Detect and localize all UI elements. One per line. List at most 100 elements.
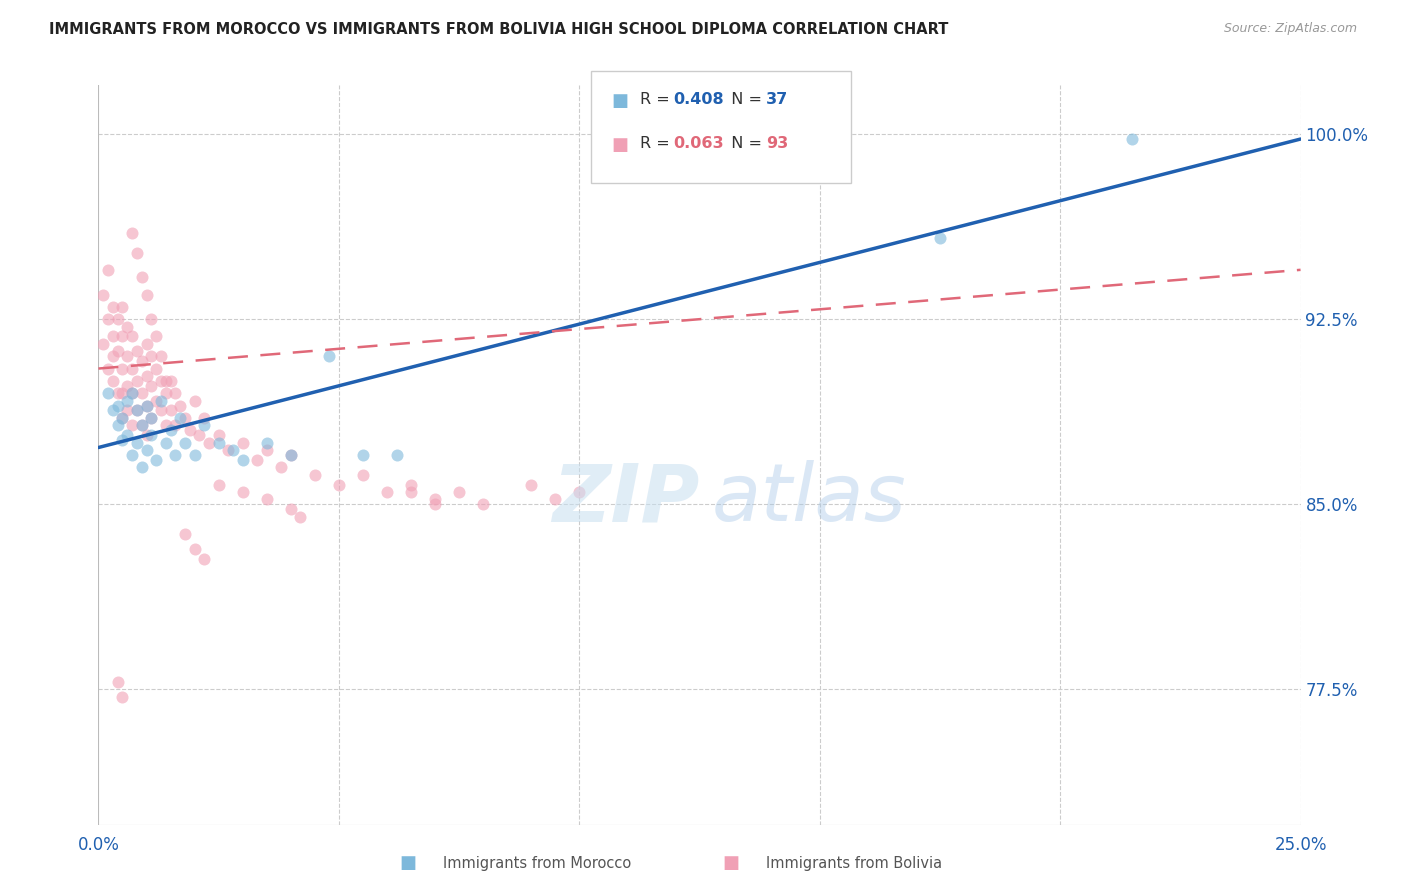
Point <box>145 361 167 376</box>
Point <box>246 453 269 467</box>
Point <box>399 485 422 500</box>
Point <box>141 411 163 425</box>
Point <box>174 435 197 450</box>
Point <box>352 467 374 482</box>
Point <box>155 374 177 388</box>
Point <box>141 349 163 363</box>
Point <box>91 287 114 301</box>
Point <box>101 374 124 388</box>
Text: R =: R = <box>640 136 675 152</box>
Point <box>208 435 231 450</box>
Point <box>198 435 221 450</box>
Point <box>107 386 129 401</box>
Point <box>544 492 567 507</box>
Point <box>423 492 446 507</box>
Point <box>232 485 254 500</box>
Point <box>145 453 167 467</box>
Point <box>135 428 157 442</box>
Point <box>222 442 245 457</box>
Point <box>280 448 302 462</box>
Point <box>121 226 143 240</box>
Text: 37: 37 <box>766 92 789 107</box>
Point <box>141 379 163 393</box>
Text: 0.063: 0.063 <box>673 136 724 152</box>
Text: ■: ■ <box>399 855 416 872</box>
Point <box>141 428 163 442</box>
Point <box>97 361 120 376</box>
Point <box>928 231 950 245</box>
Point <box>121 361 143 376</box>
Point <box>111 433 134 447</box>
Point <box>256 492 278 507</box>
Point <box>208 428 231 442</box>
Point <box>318 349 340 363</box>
Point <box>125 374 148 388</box>
Point <box>111 300 134 314</box>
Point <box>107 418 129 433</box>
Text: IMMIGRANTS FROM MOROCCO VS IMMIGRANTS FROM BOLIVIA HIGH SCHOOL DIPLOMA CORRELATI: IMMIGRANTS FROM MOROCCO VS IMMIGRANTS FR… <box>49 22 949 37</box>
Point <box>472 497 495 511</box>
Point <box>101 403 124 417</box>
Point <box>117 393 139 408</box>
Point <box>107 344 129 359</box>
Point <box>97 312 120 326</box>
Point <box>131 418 153 433</box>
Point <box>165 418 187 433</box>
Point <box>141 312 163 326</box>
Point <box>174 411 197 425</box>
Text: Immigrants from Morocco: Immigrants from Morocco <box>443 856 631 871</box>
Point <box>125 403 148 417</box>
Point <box>159 403 181 417</box>
Point <box>121 386 143 401</box>
Point <box>290 509 312 524</box>
Point <box>101 300 124 314</box>
Point <box>145 393 167 408</box>
Point <box>149 403 172 417</box>
Point <box>117 379 139 393</box>
Point <box>256 442 278 457</box>
Text: ■: ■ <box>612 92 628 110</box>
Point <box>135 399 157 413</box>
Text: ■: ■ <box>723 855 740 872</box>
Point <box>169 411 191 425</box>
Point <box>447 485 470 500</box>
Point <box>375 485 398 500</box>
Point <box>135 399 157 413</box>
Point <box>111 361 134 376</box>
Point <box>232 453 254 467</box>
Point <box>135 337 157 351</box>
Point <box>97 386 120 401</box>
Point <box>385 448 408 462</box>
Point <box>193 411 215 425</box>
Point <box>141 411 163 425</box>
Point <box>304 467 326 482</box>
Point <box>111 411 134 425</box>
Text: N =: N = <box>721 92 768 107</box>
Point <box>97 263 120 277</box>
Point <box>91 337 114 351</box>
Point <box>149 374 172 388</box>
Point <box>101 349 124 363</box>
Point <box>270 460 292 475</box>
Point <box>328 477 350 491</box>
Point <box>165 448 187 462</box>
Point <box>131 386 153 401</box>
Point <box>121 386 143 401</box>
Point <box>208 477 231 491</box>
Point <box>111 690 134 704</box>
Text: N =: N = <box>721 136 768 152</box>
Point <box>568 485 591 500</box>
Point <box>131 418 153 433</box>
Point <box>111 411 134 425</box>
Point <box>131 460 153 475</box>
Point <box>107 675 129 690</box>
Point <box>121 448 143 462</box>
Point <box>155 418 177 433</box>
Text: ■: ■ <box>612 136 628 154</box>
Point <box>232 435 254 450</box>
Text: 93: 93 <box>766 136 789 152</box>
Point <box>125 344 148 359</box>
Point <box>101 329 124 343</box>
Point <box>183 448 205 462</box>
Point <box>155 386 177 401</box>
